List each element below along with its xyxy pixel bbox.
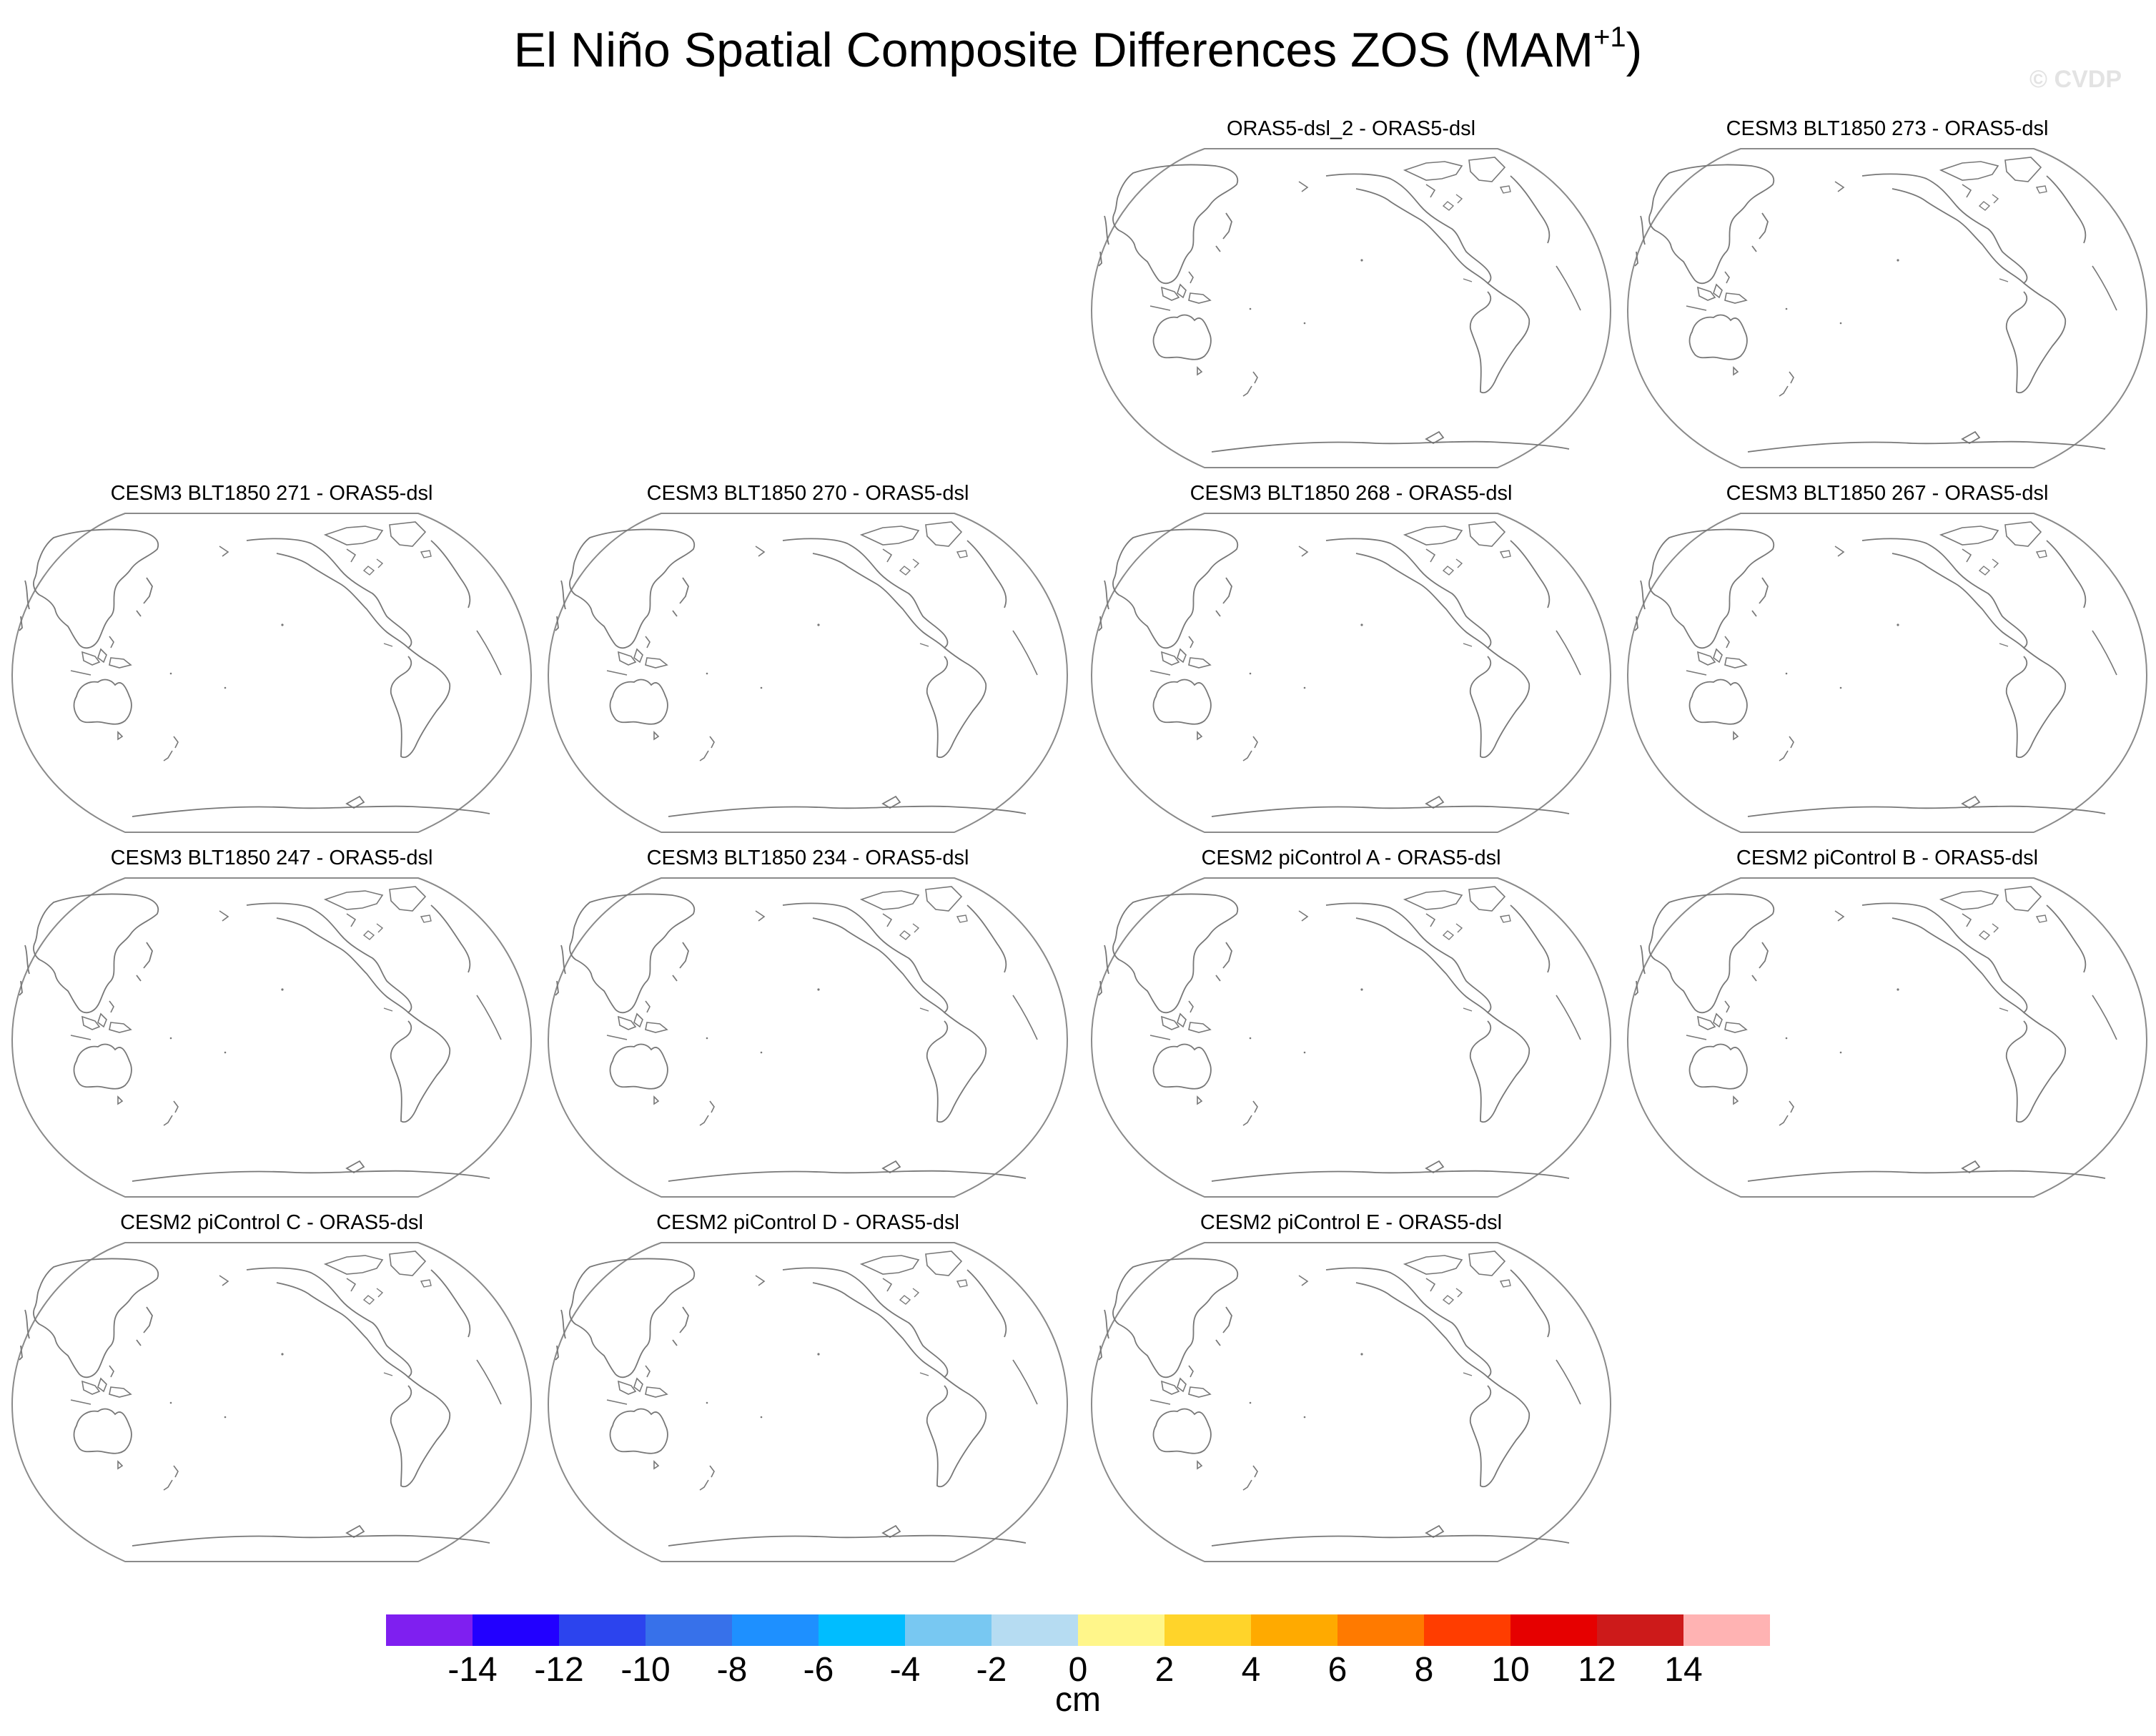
- colorbar-tick-label: -6: [803, 1651, 834, 1689]
- map-boundary: [547, 877, 1069, 1198]
- colorbar-swatch: [905, 1614, 992, 1646]
- figure-title-superscript: +1: [1593, 21, 1626, 53]
- colorbar-swatch: [1164, 1614, 1251, 1646]
- world-map: [547, 1242, 1069, 1562]
- panel-title: ORAS5-dsl_2 - ORAS5-dsl: [1226, 117, 1476, 140]
- map-panel: CESM3 BLT1850 267 - ORAS5-dsl: [1623, 479, 2152, 840]
- map-panel: ORAS5-dsl_2 - ORAS5-dsl: [1087, 114, 1616, 475]
- colorbar-units: cm: [1055, 1681, 1101, 1719]
- colorbar-swatch: [1078, 1614, 1164, 1646]
- map-panel: CESM3 BLT1850 268 - ORAS5-dsl: [1087, 479, 1616, 840]
- colorbar-swatch: [1251, 1614, 1337, 1646]
- panel-title: CESM3 BLT1850 271 - ORAS5-dsl: [110, 482, 433, 505]
- map-boundary: [11, 1242, 533, 1562]
- world-map: [1090, 1242, 1612, 1562]
- map-panel: CESM3 BLT1850 247 - ORAS5-dsl: [7, 844, 536, 1205]
- panel-title: CESM3 BLT1850 273 - ORAS5-dsl: [1726, 117, 2049, 140]
- colorbar-tick-label: 8: [1414, 1651, 1434, 1689]
- map-panel: CESM2 piControl A - ORAS5-dsl: [1087, 844, 1616, 1205]
- colorbar-swatch: [819, 1614, 905, 1646]
- map-panel: CESM3 BLT1850 273 - ORAS5-dsl: [1623, 114, 2152, 475]
- colorbar-swatch: [992, 1614, 1078, 1646]
- world-map: [11, 877, 533, 1198]
- colorbar-swatch: [1683, 1614, 1770, 1646]
- colorbar-swatch: [559, 1614, 646, 1646]
- panel-title: CESM2 piControl A - ORAS5-dsl: [1201, 847, 1501, 869]
- colorbar-tick-label: -12: [534, 1651, 584, 1689]
- colorbar-tick-label: 6: [1327, 1651, 1348, 1689]
- colorbar-tick-label: -2: [976, 1651, 1007, 1689]
- map-boundary: [1090, 1242, 1612, 1562]
- map-boundary: [1626, 513, 2148, 833]
- map-boundary: [1090, 877, 1612, 1198]
- panel-title: CESM2 piControl E - ORAS5-dsl: [1200, 1211, 1503, 1234]
- panel-title: CESM3 BLT1850 267 - ORAS5-dsl: [1726, 482, 2049, 505]
- panel-title: CESM3 BLT1850 247 - ORAS5-dsl: [110, 847, 433, 869]
- panel-title: CESM2 piControl D - ORAS5-dsl: [656, 1211, 959, 1234]
- panel-title: CESM2 piControl C - ORAS5-dsl: [120, 1211, 423, 1234]
- map-panel: CESM3 BLT1850 234 - ORAS5-dsl: [543, 844, 1072, 1205]
- world-map: [1626, 148, 2148, 468]
- colorbar-tick-label: 12: [1578, 1651, 1616, 1689]
- colorbar-tick-label: -8: [716, 1651, 748, 1689]
- map-boundary: [1626, 877, 2148, 1198]
- world-map: [1090, 513, 1612, 833]
- world-map: [1090, 148, 1612, 468]
- map-boundary: [547, 513, 1069, 833]
- panel-title: CESM2 piControl B - ORAS5-dsl: [1736, 847, 2039, 869]
- map-panel: CESM2 piControl C - ORAS5-dsl: [7, 1208, 536, 1569]
- world-map: [547, 877, 1069, 1198]
- colorbar: [386, 1614, 1770, 1646]
- panel-title: CESM3 BLT1850 270 - ORAS5-dsl: [646, 482, 969, 505]
- map-panel: CESM3 BLT1850 271 - ORAS5-dsl: [7, 479, 536, 840]
- colorbar-swatch: [1597, 1614, 1683, 1646]
- panel-title: CESM3 BLT1850 234 - ORAS5-dsl: [646, 847, 969, 869]
- map-boundary: [547, 1242, 1069, 1562]
- map-boundary: [1090, 513, 1612, 833]
- map-panel: CESM2 piControl B - ORAS5-dsl: [1623, 844, 2152, 1205]
- colorbar-tick-label: 10: [1491, 1651, 1530, 1689]
- watermark: © CVDP: [2029, 66, 2122, 93]
- colorbar-tick-label: 14: [1664, 1651, 1703, 1689]
- figure-title: El Niño Spatial Composite Differences ZO…: [0, 21, 2156, 79]
- map-panel: CESM2 piControl D - ORAS5-dsl: [543, 1208, 1072, 1569]
- colorbar-swatch: [1510, 1614, 1597, 1646]
- panel-title: CESM3 BLT1850 268 - ORAS5-dsl: [1190, 482, 1513, 505]
- colorbar-tick-label: 2: [1154, 1651, 1175, 1689]
- world-map: [547, 513, 1069, 833]
- colorbar-swatch: [386, 1614, 473, 1646]
- world-map: [1626, 513, 2148, 833]
- colorbar-tick-label: 4: [1241, 1651, 1261, 1689]
- colorbar-swatch: [646, 1614, 732, 1646]
- colorbar-swatch: [473, 1614, 559, 1646]
- map-boundary: [1090, 148, 1612, 468]
- world-map: [11, 1242, 533, 1562]
- map-panel: CESM2 piControl E - ORAS5-dsl: [1087, 1208, 1616, 1569]
- colorbar-tick-label: -4: [889, 1651, 921, 1689]
- colorbar-tick-label: -14: [447, 1651, 498, 1689]
- colorbar-swatch: [1337, 1614, 1424, 1646]
- map-boundary: [11, 877, 533, 1198]
- colorbar-swatch: [732, 1614, 819, 1646]
- figure-title-main: El Niño Spatial Composite Differences ZO…: [513, 23, 1594, 77]
- colorbar-tick-label: 0: [1068, 1651, 1088, 1689]
- map-boundary: [1626, 148, 2148, 468]
- colorbar-swatch: [1424, 1614, 1510, 1646]
- map-panel: CESM3 BLT1850 270 - ORAS5-dsl: [543, 479, 1072, 840]
- colorbar-tick-label: -10: [620, 1651, 671, 1689]
- world-map: [1090, 877, 1612, 1198]
- figure-title-close: ): [1626, 23, 1643, 77]
- world-map: [1626, 877, 2148, 1198]
- map-boundary: [11, 513, 533, 833]
- world-map: [11, 513, 533, 833]
